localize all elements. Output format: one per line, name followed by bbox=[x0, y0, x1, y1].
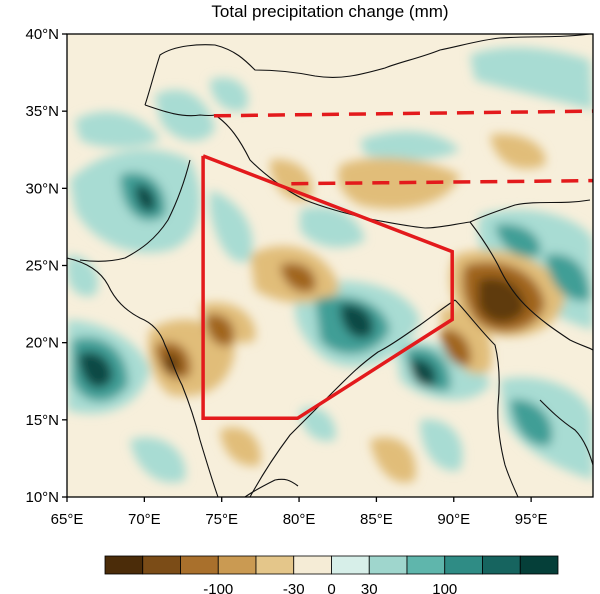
colorbar-segment bbox=[180, 555, 219, 575]
colorbar-segment bbox=[519, 555, 559, 575]
y-tick-label: 40°N bbox=[25, 26, 59, 43]
precip-blob bbox=[410, 359, 437, 387]
precip-blob bbox=[270, 159, 313, 201]
x-tick-label: 70°E bbox=[128, 511, 161, 528]
x-tick-label: 85°E bbox=[360, 511, 393, 528]
coastline-srilanka bbox=[244, 478, 299, 497]
precip-blob bbox=[340, 304, 374, 339]
x-tick-label: 75°E bbox=[205, 511, 238, 528]
colorbar-label: -30 bbox=[283, 581, 305, 594]
precip-blob bbox=[420, 419, 463, 471]
precip-blob bbox=[370, 437, 416, 483]
colorbar-segment bbox=[482, 555, 521, 575]
coastline-india-west bbox=[67, 257, 219, 497]
x-tick-label: 65°E bbox=[51, 511, 84, 528]
colorbar-segment bbox=[104, 555, 144, 575]
x-tick-label: 80°E bbox=[283, 511, 316, 528]
coastline-thailand bbox=[539, 399, 593, 466]
precip-blob bbox=[220, 427, 261, 466]
colorbar-segment bbox=[217, 555, 257, 575]
precip-blob bbox=[280, 262, 316, 293]
y-tick-label: 10°N bbox=[25, 489, 59, 506]
precip-field bbox=[67, 47, 593, 483]
precip-blob bbox=[338, 157, 460, 209]
y-tick-label: 30°N bbox=[25, 180, 59, 197]
precip-blob bbox=[490, 134, 546, 169]
precip-blob bbox=[78, 351, 113, 388]
y-tick-label: 35°N bbox=[25, 103, 59, 120]
colorbar-label: 100 bbox=[432, 581, 457, 594]
colorbar-segment bbox=[444, 555, 483, 575]
precip-blob bbox=[205, 314, 235, 347]
precip-blob bbox=[478, 277, 525, 323]
border-eastern bbox=[469, 221, 593, 351]
precip-blob bbox=[75, 111, 160, 148]
colorbar-label: -100 bbox=[203, 581, 233, 594]
precip-blob bbox=[545, 254, 590, 301]
x-tick-label: 90°E bbox=[437, 511, 470, 528]
precip-blob bbox=[510, 399, 553, 446]
colorbar-segment bbox=[331, 555, 370, 575]
border-pakistan bbox=[144, 104, 216, 117]
border-north bbox=[144, 34, 591, 106]
dashed-latitude-line-35n bbox=[213, 109, 593, 118]
colorbar-segment bbox=[142, 555, 181, 575]
coastline-india-east bbox=[249, 299, 456, 497]
y-tick-label: 25°N bbox=[25, 258, 59, 275]
colorbar-label: 30 bbox=[361, 581, 378, 594]
precip-blob bbox=[135, 184, 156, 212]
precip-blob bbox=[210, 77, 249, 111]
map-plot-area: 65°E 70°E 75°E 80°E 85°E 90°E 95°E 40°N 35°N 30°… bbox=[25, 26, 594, 528]
precip-blob bbox=[470, 47, 593, 110]
y-tick-label: 15°N bbox=[25, 412, 59, 429]
precip-blob bbox=[360, 131, 460, 160]
dashed-latitude-line-30n bbox=[291, 178, 593, 186]
y-axis: 40°N 35°N 30°N 25°N 20°N 15°N 10°N bbox=[25, 26, 67, 506]
coastlines bbox=[67, 34, 593, 497]
precip-blob bbox=[130, 437, 186, 483]
map-title: Total precipitation change (mm) bbox=[211, 2, 449, 21]
x-axis: 65°E 70°E 75°E 80°E 85°E 90°E 95°E bbox=[51, 497, 548, 528]
colorbar-segment bbox=[368, 555, 408, 575]
border-himalaya bbox=[214, 114, 591, 229]
y-tick-label: 20°N bbox=[25, 335, 59, 352]
colorbar: -100 -30 0 30 100 bbox=[104, 555, 559, 594]
colorbar-segment bbox=[406, 555, 446, 575]
precip-blob bbox=[67, 255, 99, 297]
colorbar-segment bbox=[293, 555, 332, 575]
coastline-myanmar bbox=[454, 299, 519, 497]
precip-blob bbox=[440, 329, 471, 366]
x-tick-label: 95°E bbox=[515, 511, 548, 528]
study-region-polygon bbox=[201, 154, 454, 421]
colorbar-segment bbox=[255, 555, 295, 575]
precip-blob bbox=[300, 206, 365, 248]
precip-blob bbox=[210, 190, 253, 262]
precip-blob bbox=[495, 224, 541, 257]
colorbar-label: 0 bbox=[327, 581, 335, 594]
border-pakistan-south bbox=[79, 159, 191, 262]
